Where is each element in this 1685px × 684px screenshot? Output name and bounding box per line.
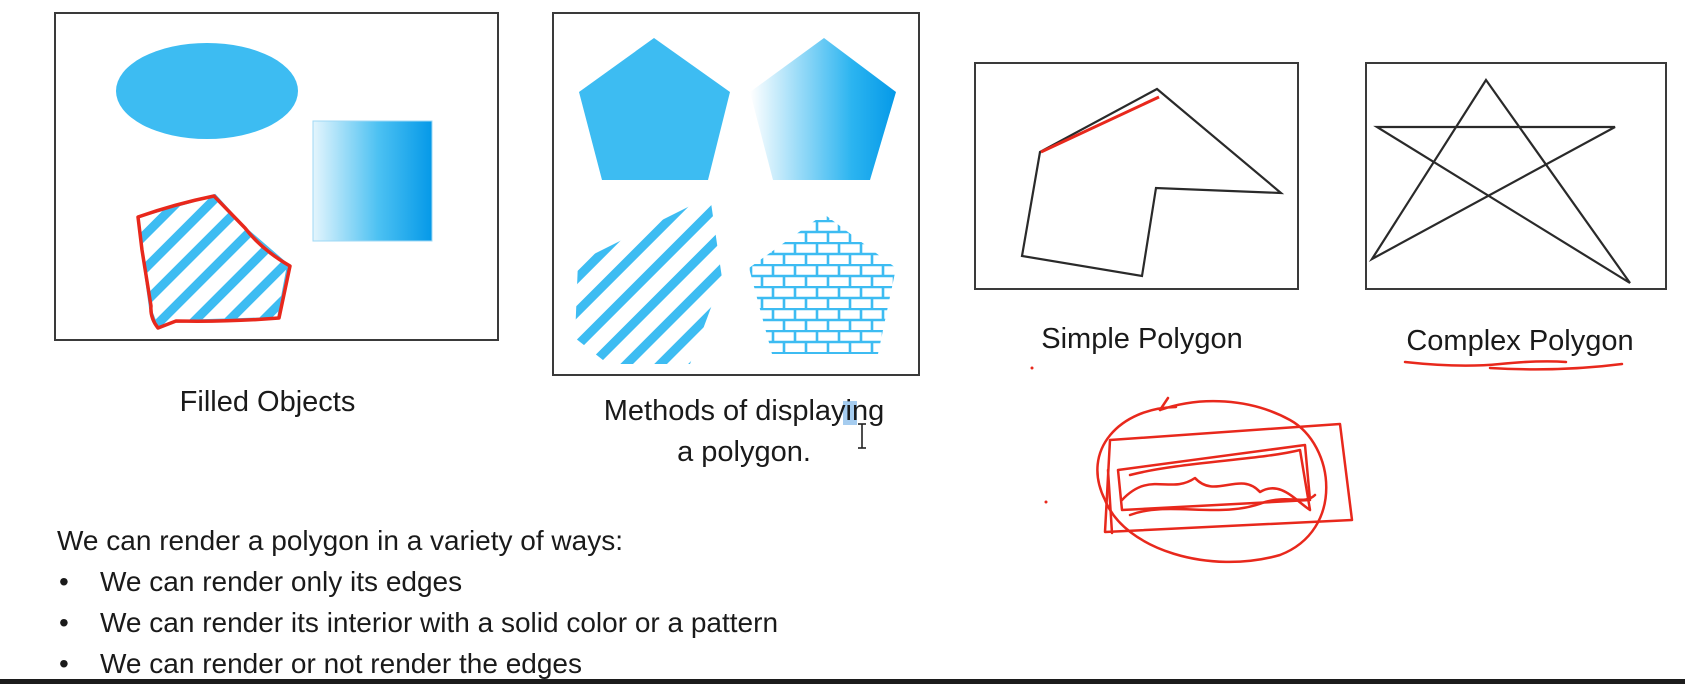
bullet-item: We can render its interior with a solid … [57, 602, 778, 643]
caption-methods-line2: a polygon. [677, 436, 811, 468]
star-polygon [1368, 78, 1631, 284]
bullet-item: We can render or not render the edges [57, 643, 778, 684]
scribble-wave [1120, 448, 1312, 512]
complex-polygon-frame [1365, 62, 1667, 290]
scribble-stroke-2 [1158, 396, 1170, 412]
scribble-wave-2 [1128, 493, 1317, 517]
annotation-dot-2 [1044, 500, 1048, 504]
intro-text: We can render a polygon in a variety of … [57, 525, 624, 556]
simple-polygon-panel [974, 62, 1299, 290]
caption-filled-objects: Filled Objects [179, 386, 356, 418]
caption-methods-line1: Methods of displaying [603, 395, 885, 427]
filled-objects-panel [54, 12, 499, 341]
bottom-rule [0, 679, 1685, 684]
underline-2 [1488, 362, 1624, 371]
rendering-notes: We can render a polygon in a variety of … [57, 520, 778, 684]
scribble-box-outer [1103, 422, 1354, 534]
caption-complex-polygon: Complex Polygon [1406, 325, 1634, 357]
annotations [1096, 360, 1624, 564]
solid-pentagon [579, 38, 730, 180]
scribble-box-inner [1116, 443, 1312, 512]
simple-polygon-shape [1020, 87, 1285, 278]
caption-simple-polygon: Simple Polygon [1041, 323, 1243, 355]
gradient-pentagon [750, 38, 896, 180]
text-selection-highlight [843, 401, 857, 425]
bullet-item: We can render only its edges [57, 561, 778, 602]
underline-1 [1403, 360, 1568, 367]
edge-highlight [1040, 95, 1160, 154]
display-methods-panel [552, 12, 920, 376]
hand-drawn-outline [136, 194, 292, 330]
text-cursor-icon [858, 423, 866, 449]
scribble-circle [1096, 399, 1328, 564]
brick-pentagon [749, 214, 896, 354]
bullet-list: We can render only its edges We can rend… [57, 561, 778, 684]
annotation-dot-1 [1030, 366, 1034, 370]
scribble-stroke-1 [1106, 468, 1114, 535]
complex-polygon-panel [1365, 62, 1667, 290]
gradient-square [312, 120, 433, 242]
filled-ellipse [116, 43, 298, 139]
simple-polygon-frame [974, 62, 1299, 290]
